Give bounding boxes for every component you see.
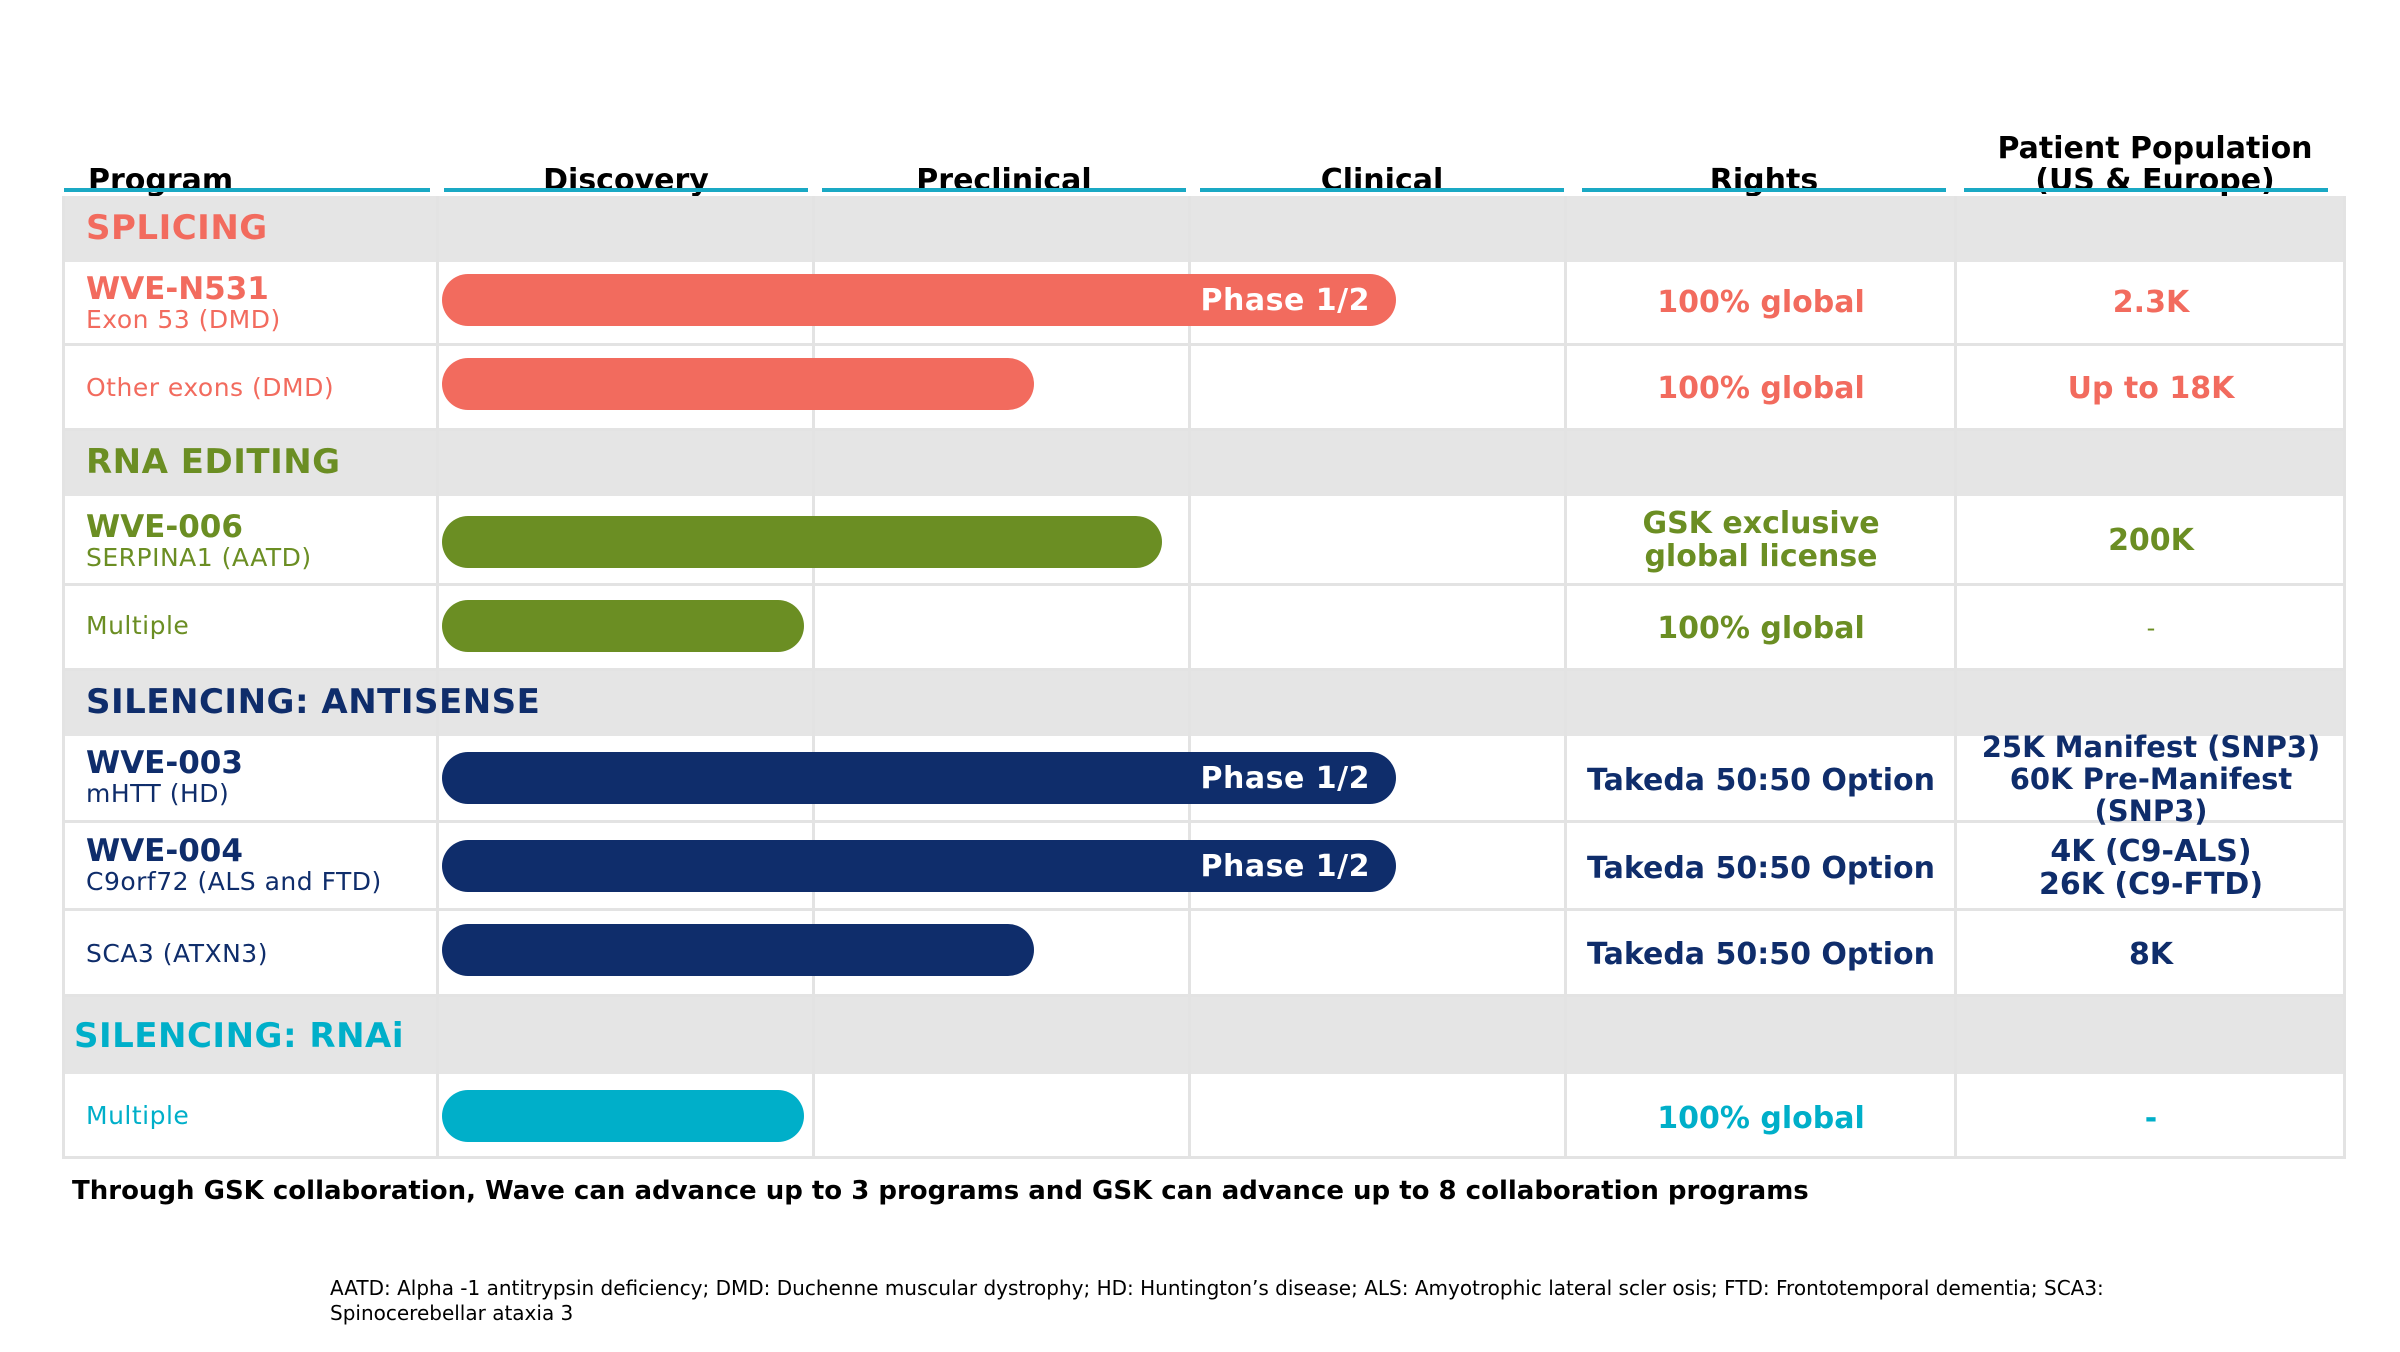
program-name: WVE-004 xyxy=(86,833,243,869)
population-cell: 2.3K xyxy=(2112,284,2190,320)
row-divider xyxy=(62,994,2346,997)
program-sub: Other exons (DMD) xyxy=(86,373,335,402)
population-line2: 26K (C9-FTD) xyxy=(2038,867,2264,902)
population-cell: 4K (C9-ALS) 26K (C9-FTD) xyxy=(1958,830,2344,906)
program-sub: SERPINA1 (AATD) xyxy=(86,543,312,572)
section-band-rnai xyxy=(62,996,2346,1074)
col-divider xyxy=(1954,196,1957,1156)
rights-cell: GSK exclusive global license xyxy=(1568,504,1954,576)
header-program: Program xyxy=(88,118,418,196)
rights-cell: Takeda 50:50 Option xyxy=(1586,850,1935,886)
header-discovery: Discovery xyxy=(444,118,808,196)
header-preclinical: Preclinical xyxy=(822,118,1186,196)
population-cell: - xyxy=(2144,1100,2158,1136)
rights-cell: 100% global xyxy=(1657,610,1865,646)
rights-cell: Takeda 50:50 Option xyxy=(1586,936,1935,972)
population-cell: Up to 18K xyxy=(2067,370,2235,406)
section-label-rnai: SILENCING: RNAi xyxy=(74,1016,404,1056)
rights-cell: 100% global xyxy=(1657,370,1865,406)
section-band-splicing xyxy=(62,196,2346,262)
collaboration-note: Through GSK collaboration, Wave can adva… xyxy=(72,1176,1809,1206)
program-sub: SCA3 (ATXN3) xyxy=(86,939,268,968)
row-divider xyxy=(62,668,2346,671)
header-rule xyxy=(64,188,430,192)
population-line1: 25K Manifest (SNP3) xyxy=(1981,730,2321,765)
phase-label: Phase 1/2 xyxy=(1200,283,1370,318)
progress-bar-wve-n531: Phase 1/2 xyxy=(442,274,1396,326)
program-sub: C9orf72 (ALS and FTD) xyxy=(86,867,382,896)
population-line2: 60K Pre-Manifest (SNP3) xyxy=(2009,762,2293,828)
section-band-antisense xyxy=(62,670,2346,736)
progress-bar-sca3 xyxy=(442,924,1034,976)
col-divider xyxy=(2343,196,2346,1156)
header-rule xyxy=(1200,188,1564,192)
col-divider xyxy=(812,196,815,1156)
population-cell: 25K Manifest (SNP3) 60K Pre-Manifest (SN… xyxy=(1952,731,2350,827)
header-rule xyxy=(444,188,808,192)
rights-line2: global license xyxy=(1644,539,1878,574)
progress-bar-other-exons xyxy=(442,358,1034,410)
rights-cell: 100% global xyxy=(1657,284,1865,320)
program-sub: Multiple xyxy=(86,611,190,640)
header-rule xyxy=(822,188,1186,192)
col-divider xyxy=(436,196,439,1156)
population-line1: 4K (C9-ALS) xyxy=(2050,834,2252,869)
header-rights: Rights xyxy=(1582,118,1946,196)
population-cell: - xyxy=(2146,613,2156,642)
progress-bar-wve-004: Phase 1/2 xyxy=(442,840,1396,892)
col-divider xyxy=(1564,196,1567,1156)
row-divider xyxy=(62,428,2346,431)
progress-bar-wve-003: Phase 1/2 xyxy=(442,752,1396,804)
population-cell: 8K xyxy=(2128,936,2174,972)
section-label-rna-editing: RNA EDITING xyxy=(86,442,341,482)
section-label-antisense: SILENCING: ANTISENSE xyxy=(86,682,541,722)
program-name: WVE-006 xyxy=(86,509,243,545)
header-rule xyxy=(1582,188,1946,192)
progress-bar-rnai-multiple xyxy=(442,1090,804,1142)
section-label-splicing: SPLICING xyxy=(86,208,268,248)
program-sub: Multiple xyxy=(86,1101,190,1130)
rights-cell: 100% global xyxy=(1657,1100,1865,1136)
rights-line1: GSK exclusive xyxy=(1642,506,1880,541)
phase-label: Phase 1/2 xyxy=(1200,761,1370,796)
row-divider xyxy=(62,343,2346,346)
col-divider xyxy=(62,196,65,1156)
program-sub: Exon 53 (DMD) xyxy=(86,305,281,334)
abbreviations-note: AATD: Alpha -1 antitrypsin deficiency; D… xyxy=(330,1276,2104,1325)
row-divider xyxy=(62,583,2346,586)
header-patient-population: Patient Population (US & Europe) xyxy=(1960,118,2350,196)
header-patient-line1: Patient Population xyxy=(1997,131,2313,166)
progress-bar-rna-editing-multiple xyxy=(442,600,804,652)
population-cell: 200K xyxy=(2108,522,2194,558)
row-divider xyxy=(62,820,2346,823)
header-clinical: Clinical xyxy=(1200,118,1564,196)
row-divider xyxy=(62,908,2346,911)
program-name: WVE-N531 xyxy=(86,271,269,307)
section-band-rna-editing xyxy=(62,430,2346,496)
col-divider xyxy=(1188,196,1191,1156)
progress-bar-wve-006 xyxy=(442,516,1162,568)
phase-label: Phase 1/2 xyxy=(1200,849,1370,884)
rights-cell: Takeda 50:50 Option xyxy=(1586,762,1935,798)
program-name: WVE-003 xyxy=(86,745,243,781)
program-sub: mHTT (HD) xyxy=(86,779,230,808)
header-rule xyxy=(1964,188,2328,192)
row-divider xyxy=(62,1156,2346,1159)
